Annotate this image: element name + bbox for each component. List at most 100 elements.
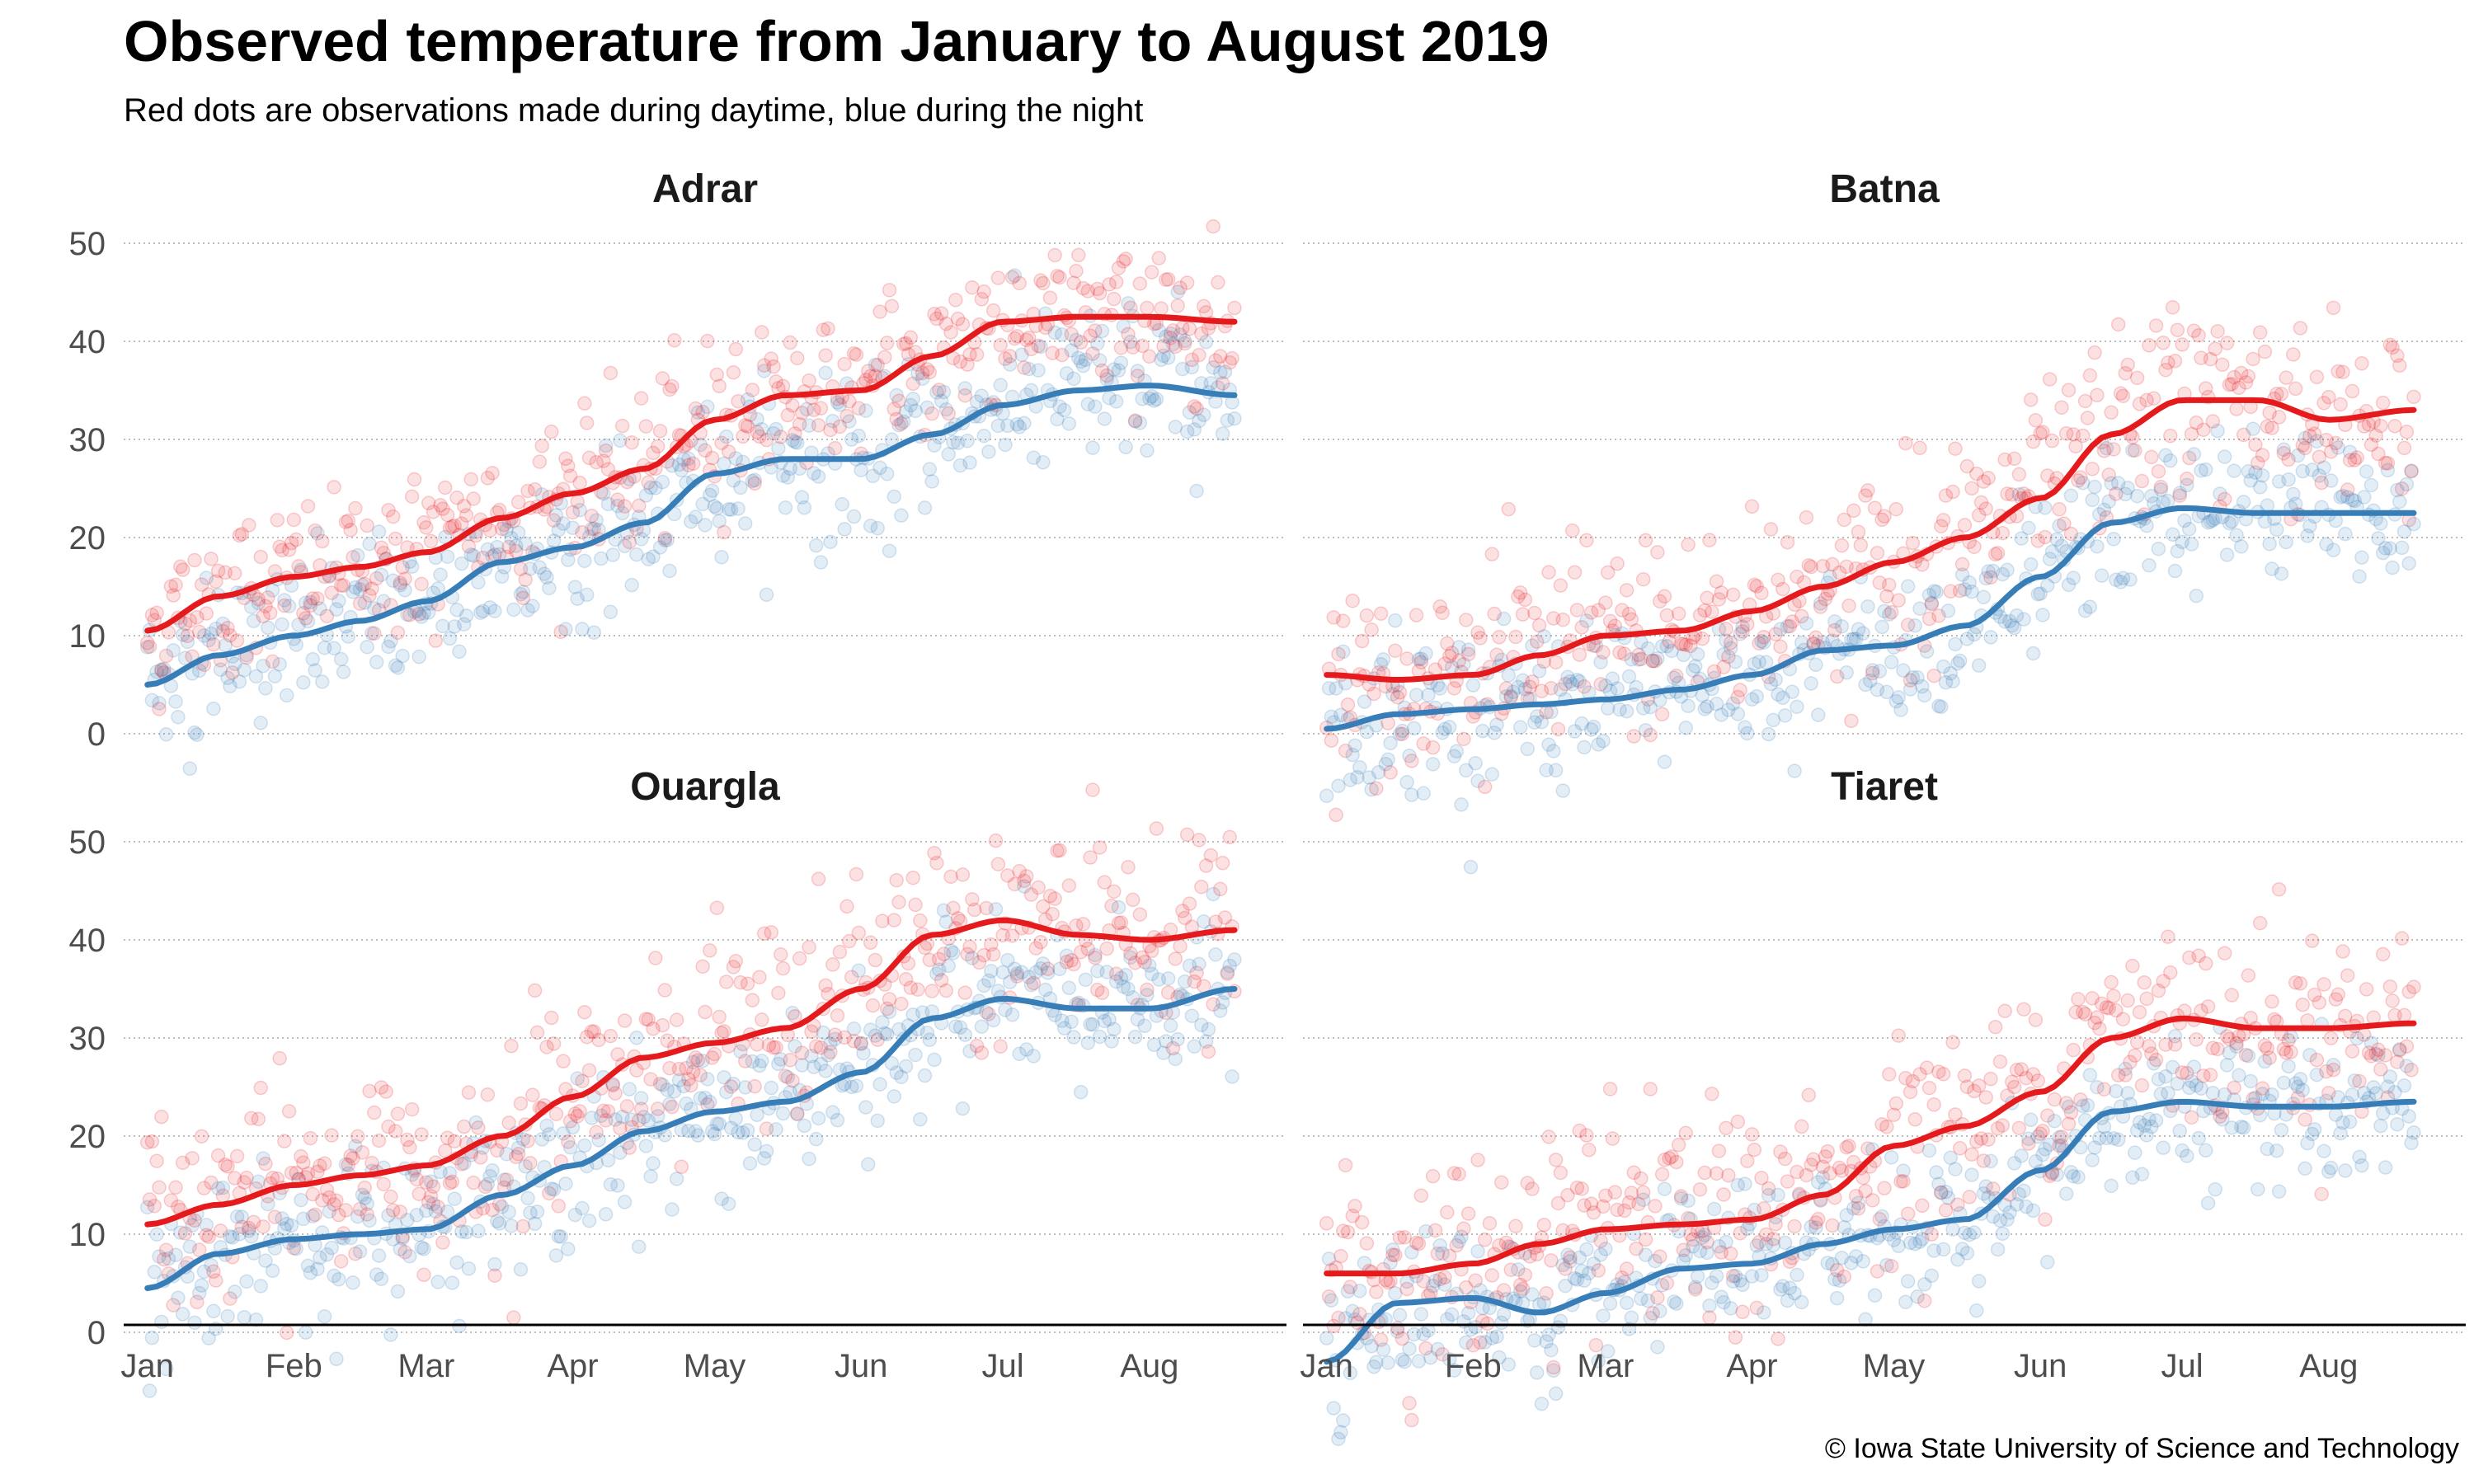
night-point [244,1229,259,1244]
day-smooth-line [144,313,1238,634]
day-point [832,419,848,434]
night-point [1555,783,1570,798]
day-point [296,1155,311,1170]
night-point [846,1021,862,1036]
day-point [905,376,920,392]
day-point [1976,474,1992,489]
day-point [2181,450,2197,466]
night-point [2380,463,2396,478]
night-point [1163,1018,1178,1033]
night-point [910,366,925,382]
day-point [2011,1120,2027,1136]
day-point [2035,425,2050,439]
night-point [1697,702,1712,716]
day-point [1721,1167,1736,1183]
night-point [827,1031,843,1047]
day-point [766,359,781,374]
night-point [685,1054,701,1070]
day-point [2229,402,2244,416]
day-point [1206,218,1221,234]
night-point [1787,763,1802,778]
day-point [1919,1060,1935,1075]
day-point [1458,613,1474,627]
night-point [1352,759,1367,775]
night-point [922,462,938,477]
night-point [275,617,289,632]
day-point [322,1190,337,1205]
night-point [1667,670,1681,685]
night-point [629,547,644,562]
night-point [2077,603,2093,618]
day-point [1848,1189,1864,1204]
day-point [660,1033,675,1049]
night-point [1192,956,1206,972]
day-point [577,396,592,411]
night-point [1978,1179,1993,1194]
day-point [2260,419,2275,434]
day-point [556,1054,571,1068]
night-point [2335,488,2350,504]
day-point [1673,636,1689,651]
day-point [2158,362,2173,378]
night-point [357,595,373,610]
night-point [2090,538,2105,554]
day-point [362,588,377,603]
day-point [662,1060,677,1076]
night-point [1385,687,1400,702]
day-point [346,550,360,565]
day-point [1900,618,1916,632]
day-point [830,1007,845,1023]
day-point [600,1104,616,1119]
day-point [365,1155,379,1171]
day-point [622,534,637,550]
night-point [577,553,592,569]
night-point [1834,1250,1850,1266]
night-point [695,1053,710,1068]
day-point [674,1159,689,1174]
night-point [1402,1341,1417,1356]
night-point [1121,981,1136,997]
night-point [452,644,467,660]
day-point [532,454,548,469]
night-point [1610,681,1625,696]
day-point [1201,1044,1216,1059]
day-point [965,892,980,907]
day-point [2039,1108,2055,1123]
day-point [891,895,906,909]
night-point [2184,537,2199,552]
day-point [390,1106,406,1121]
day-point [2191,948,2206,964]
night-point [1107,362,1122,377]
night-point [1319,1331,1334,1345]
night-point [532,560,548,575]
night-point [657,533,673,548]
day-point [2385,340,2400,355]
night-point [2085,1153,2100,1167]
night-point [1761,1188,1776,1203]
night-point [1517,682,1533,697]
day-point [969,1038,985,1054]
day-point [1168,951,1183,966]
night-point [166,643,181,658]
night-point [1215,426,1230,441]
day-point [1388,1247,1403,1263]
night-point [265,583,280,598]
day-point [1107,291,1122,307]
night-point [2118,1061,2133,1077]
night-point [385,573,401,589]
day-point [589,454,604,470]
night-point [755,1054,769,1068]
day-point [1820,1144,1835,1159]
night-point [950,435,966,450]
night-point [1971,658,1987,673]
day-point [1227,300,1242,316]
day-point [2406,979,2421,994]
day-point [1870,1264,1885,1279]
night-point [1080,1036,1096,1050]
day-point [246,1214,261,1230]
day-point [927,845,942,861]
day-point [1891,1028,1906,1043]
day-point [837,1030,852,1045]
day-point [1695,631,1710,646]
night-point [551,1228,567,1244]
